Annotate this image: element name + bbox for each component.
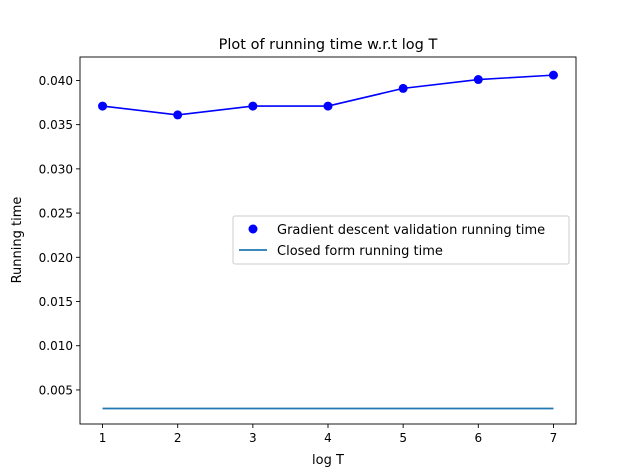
x-tick-label: 5 — [399, 431, 407, 445]
data-point-gradient-descent — [98, 101, 108, 111]
data-point-gradient-descent — [248, 101, 258, 111]
y-tick-label: 0.025 — [39, 207, 73, 221]
y-tick-label: 0.035 — [39, 118, 73, 132]
y-tick-label: 0.015 — [39, 295, 73, 309]
series-layer — [98, 70, 558, 410]
data-point-gradient-descent — [548, 70, 558, 80]
chart-title: Plot of running time w.r.t log T — [219, 37, 438, 53]
legend-label-closed-form: Closed form running time — [277, 244, 443, 259]
y-tick-label: 0.010 — [39, 339, 73, 353]
x-axis-label: log T — [312, 453, 344, 468]
legend: Gradient descent validation running time… — [232, 215, 570, 265]
y-tick-label: 0.030 — [39, 162, 73, 176]
y-axis-label: Running time — [10, 197, 25, 284]
y-tick-label: 0.020 — [39, 251, 73, 265]
y-tick-label: 0.040 — [39, 74, 73, 88]
x-tick-label: 2 — [174, 431, 182, 445]
x-tick-label: 3 — [249, 431, 257, 445]
data-point-gradient-descent — [173, 110, 183, 120]
data-point-gradient-descent — [323, 101, 333, 111]
y-tick-label: 0.005 — [39, 383, 73, 397]
x-tick-label: 1 — [99, 431, 107, 445]
x-tick-label: 6 — [474, 431, 482, 445]
legend-box — [232, 215, 570, 265]
legend-label-gradient-descent: Gradient descent validation running time — [277, 223, 545, 238]
x-tick-label: 7 — [550, 431, 558, 445]
data-point-gradient-descent — [473, 75, 483, 85]
legend-marker-gradient-descent — [248, 224, 258, 234]
x-axis: 1 2 3 4 5 6 7 — [99, 424, 558, 445]
x-tick-label: 4 — [324, 431, 332, 445]
y-axis: 0.005 0.010 0.015 0.020 0.025 0.030 0.035 0.040 — [39, 74, 80, 397]
data-point-gradient-descent — [398, 83, 408, 93]
